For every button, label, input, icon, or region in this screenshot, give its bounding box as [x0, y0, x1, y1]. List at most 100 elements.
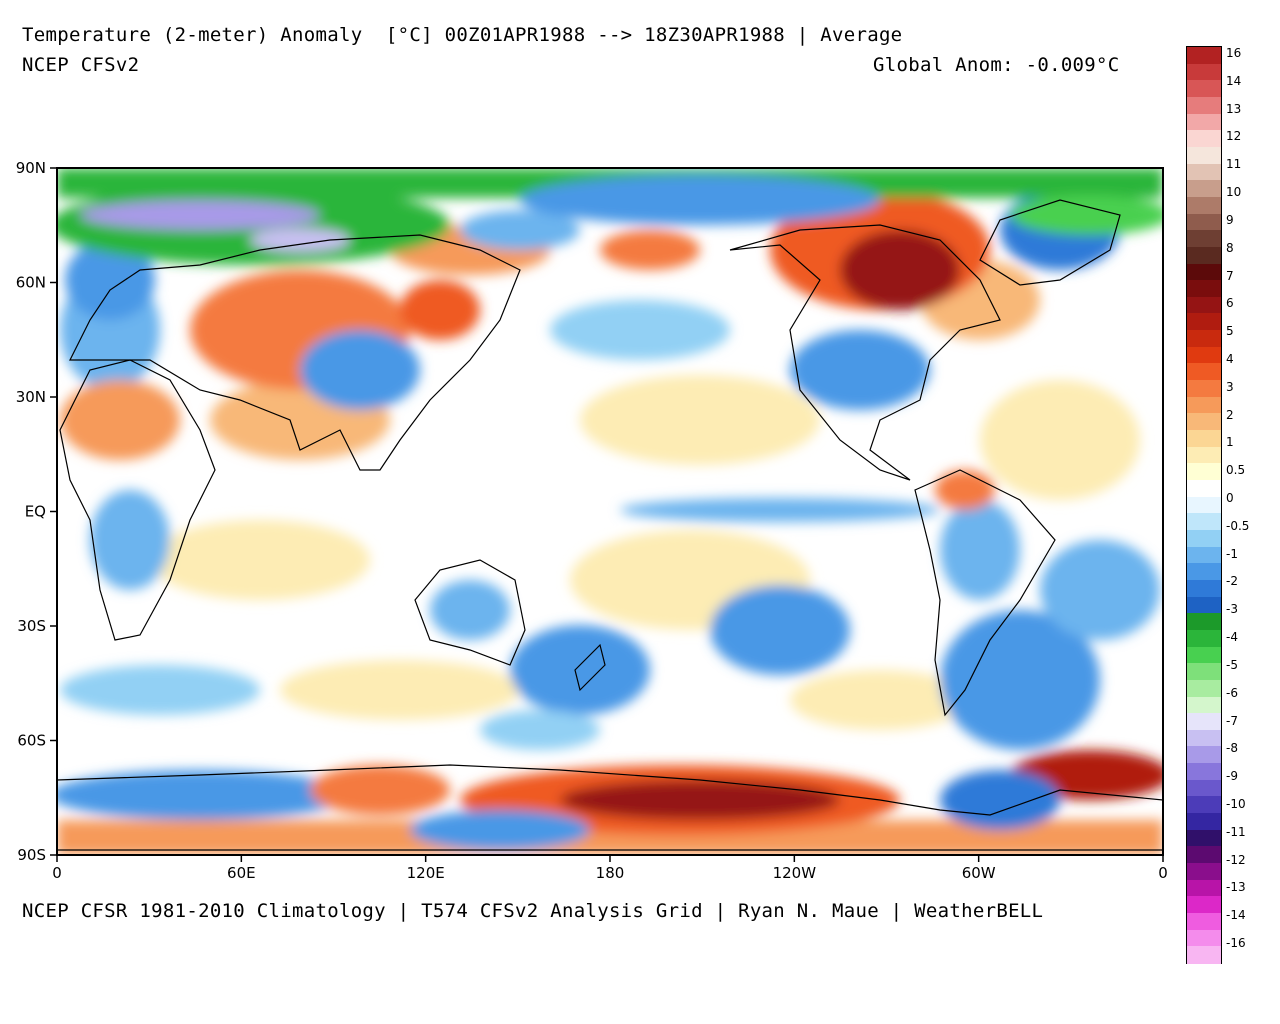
colorbar-swatch [1187, 896, 1221, 914]
lon-label: 0 [52, 864, 62, 882]
colorbar-label: 2 [1226, 407, 1234, 422]
lon-label: 60E [227, 864, 256, 882]
colorbar-label: 7 [1226, 268, 1234, 283]
colorbar-label: -14 [1226, 908, 1246, 923]
anomaly-field [57, 168, 1163, 855]
lat-label: 30S [17, 617, 46, 635]
anomaly-map: 90N 60N 30N EQ 30S 60S 90S 0 60E 120E 180 120W 60W 0 [16, 159, 1168, 882]
colorbar-swatch [1187, 96, 1221, 115]
colorbar-swatch [1187, 529, 1221, 548]
colorbar-label: 13 [1226, 101, 1242, 116]
colorbar-swatch [1187, 779, 1221, 798]
colorbar-label: -3 [1226, 602, 1238, 617]
colorbar-label: -5 [1226, 657, 1238, 672]
colorbar-label: 0.5 [1226, 463, 1246, 478]
colorbar-swatch [1187, 313, 1221, 331]
lat-label: 60S [17, 732, 46, 750]
colorbar-swatch [1187, 629, 1221, 648]
colorbar-label: 10 [1226, 185, 1242, 200]
colorbar-swatch [1187, 846, 1221, 864]
colorbar-swatch [1187, 763, 1221, 781]
colorbar-swatch [1187, 913, 1221, 931]
colorbar-swatch [1187, 47, 1221, 65]
colorbar-swatch [1187, 430, 1221, 448]
lat-label: 30N [16, 388, 46, 406]
colorbar-swatch [1187, 180, 1221, 198]
colorbar-swatch [1187, 596, 1221, 614]
lat-label: 60N [16, 274, 46, 292]
lon-label: 120E [407, 864, 445, 882]
colorbar-swatch [1187, 729, 1221, 748]
colorbar-swatch [1187, 80, 1221, 98]
footer-credits: NCEP CFSR 1981-2010 Climatology | T574 C… [22, 900, 1044, 922]
colorbar-swatch [1187, 330, 1221, 348]
colorbar-swatch [1187, 296, 1221, 315]
colorbar-swatch [1187, 130, 1221, 148]
colorbar-label: 12 [1226, 129, 1242, 144]
colorbar-swatch [1187, 663, 1221, 681]
colorbar-label: -9 [1226, 769, 1238, 784]
colorbar-label: -16 [1226, 936, 1246, 950]
longitude-axis: 0 60E 120E 180 120W 60W 0 [52, 855, 1168, 882]
lat-label: 90N [16, 159, 46, 177]
colorbar-label: 3 [1226, 379, 1234, 394]
colorbar-label: 11 [1226, 157, 1242, 172]
lat-label: EQ [25, 503, 46, 521]
lon-label: 0 [1158, 864, 1168, 882]
colorbar-swatch [1187, 496, 1221, 514]
colorbar-swatch [1187, 646, 1221, 664]
map-title: Temperature (2-meter) Anomaly [°C] 00Z01… [22, 24, 903, 46]
colorbar-label: -8 [1226, 741, 1238, 756]
colorbar-swatch [1187, 746, 1221, 764]
colorbar-swatch [1187, 829, 1221, 847]
colorbar-swatch [1187, 579, 1221, 598]
colorbar [1186, 46, 1222, 964]
colorbar-label: -7 [1226, 713, 1238, 728]
colorbar-label: 1 [1226, 435, 1234, 450]
colorbar-label: -11 [1226, 824, 1246, 839]
colorbar-label: 9 [1226, 212, 1234, 227]
colorbar-swatch [1187, 230, 1221, 248]
colorbar-swatch [1187, 113, 1221, 131]
colorbar-swatch [1187, 146, 1221, 165]
colorbar-swatch [1187, 863, 1221, 881]
colorbar-swatch [1187, 396, 1221, 414]
colorbar-swatch [1187, 879, 1221, 897]
colorbar-swatch [1187, 696, 1221, 714]
colorbar-swatch [1187, 563, 1221, 581]
colorbar-label: 8 [1226, 240, 1234, 255]
anomaly-blobs [57, 168, 1163, 855]
colorbar-label: 6 [1226, 296, 1234, 311]
colorbar-swatch [1187, 246, 1221, 265]
colorbar-swatch [1187, 63, 1221, 81]
colorbar-swatch [1187, 280, 1221, 298]
global-anomaly-value: Global Anom: -0.009°C [873, 54, 1120, 76]
colorbar-label: -6 [1226, 685, 1238, 700]
colorbar-swatch [1187, 796, 1221, 814]
colorbar-swatch [1187, 546, 1221, 564]
colorbar-swatch [1187, 480, 1221, 498]
colorbar-label: 14 [1226, 73, 1242, 88]
colorbar-swatch [1187, 363, 1221, 381]
lon-label: 120W [773, 864, 817, 882]
colorbar-label: -4 [1226, 630, 1238, 645]
colorbar-label: -2 [1226, 574, 1238, 589]
colorbar-swatch [1187, 613, 1221, 631]
colorbar-label: 16 [1226, 46, 1242, 60]
lon-label: 60W [962, 864, 996, 882]
colorbar-swatch [1187, 163, 1221, 181]
colorbar-swatch [1187, 380, 1221, 398]
colorbar-swatch [1187, 813, 1221, 831]
coastlines [57, 199, 1163, 851]
colorbar-label: 5 [1226, 324, 1234, 339]
colorbar-label: -1 [1226, 546, 1238, 561]
colorbar-swatch [1187, 446, 1221, 464]
lon-label: 180 [596, 864, 625, 882]
colorbar-label: -0.5 [1226, 518, 1250, 533]
colorbar-swatch [1187, 196, 1221, 215]
colorbar-swatch [1187, 346, 1221, 365]
colorbar-swatch [1187, 463, 1221, 481]
colorbar-swatch [1187, 946, 1221, 964]
colorbar-label: 0 [1226, 491, 1234, 505]
latitude-axis: 90N 60N 30N EQ 30S 60S 90S [16, 159, 57, 864]
